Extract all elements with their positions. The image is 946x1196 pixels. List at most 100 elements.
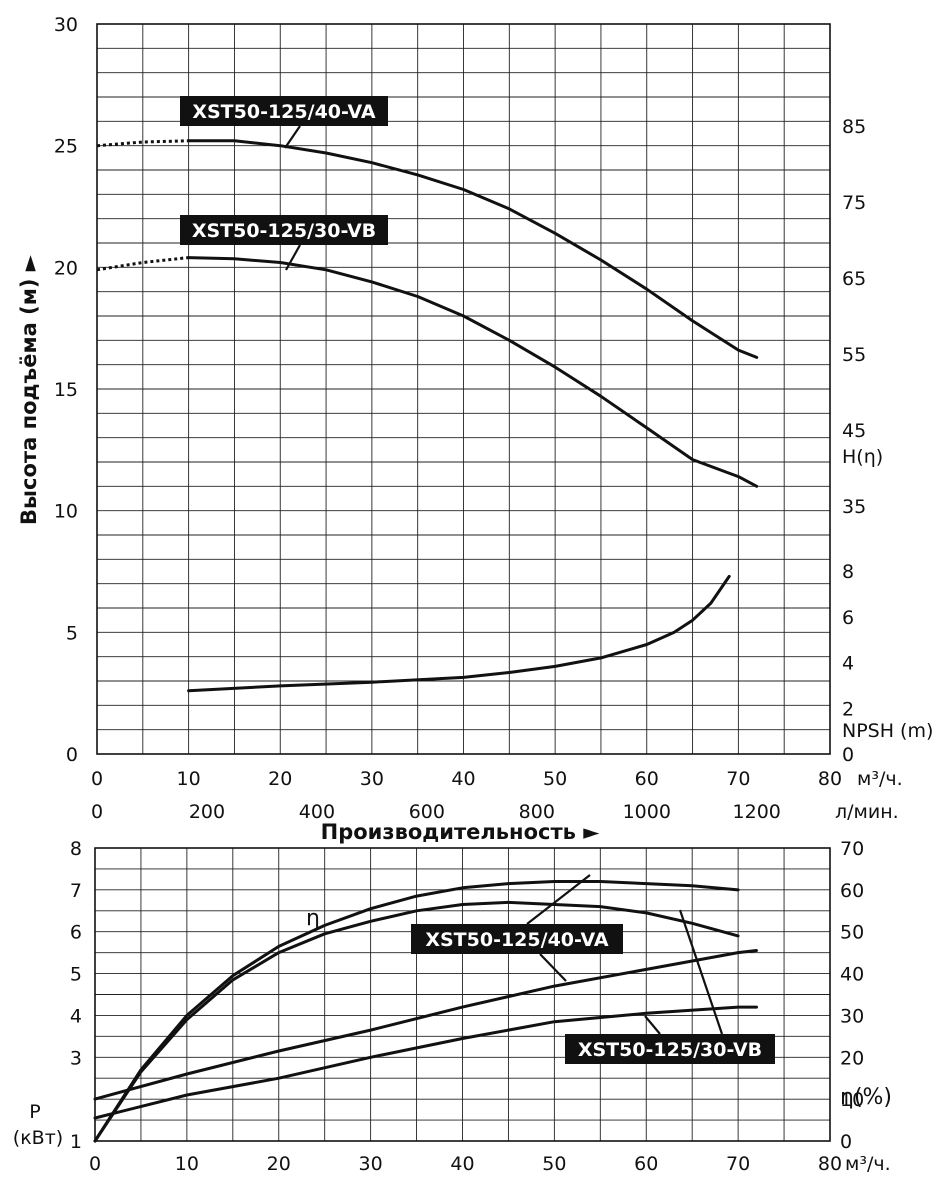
power-curve <box>93 949 758 1101</box>
right-npsh-tick-label: 0 <box>842 744 854 766</box>
power-label-p: P <box>29 1101 40 1123</box>
right-h-tick-label: 55 <box>842 344 866 366</box>
bottom-x-unit: м³/ч. <box>845 1153 891 1175</box>
x-tick-label: 50 <box>542 1153 566 1175</box>
x-tick-label: 10 <box>175 1153 199 1175</box>
top-x2-ticks: 0 200 400 600 800 1000 1200 <box>91 801 781 823</box>
top-x2-unit: л/мин. <box>835 801 899 823</box>
x2-tick-label: 1000 <box>623 801 671 823</box>
bottom-y-left-title: P (кВт) <box>13 1101 63 1149</box>
bottom-right-ticks: 0 10 20 30 40 50 60 70 <box>840 838 864 1153</box>
top-x-unit: м³/ч. <box>857 768 903 790</box>
y-tick-label: 5 <box>66 622 78 644</box>
npsh-curve <box>187 574 731 693</box>
series-label-box <box>180 215 388 245</box>
right-h-label: H(η) <box>842 446 883 468</box>
leader-line <box>539 953 567 982</box>
top-right-h-ticks: 85 75 65 55 45 35 <box>842 116 866 518</box>
eta-tick-label: 10 <box>840 1089 864 1111</box>
right-h-tick-label: 45 <box>842 420 866 442</box>
top-left-ticks: 0 5 10 15 20 25 30 <box>54 14 78 766</box>
leader-line <box>644 1015 661 1035</box>
power-tick-label: 5 <box>70 964 82 986</box>
y-tick-label: 0 <box>66 744 78 766</box>
top-x-axis-title: Производительность ► <box>321 820 601 844</box>
top-x-ticks: 0 10 20 30 40 50 60 70 80 <box>91 768 842 790</box>
power-tick-label: 6 <box>70 922 82 944</box>
head-curve <box>187 256 759 488</box>
x-tick-label: 40 <box>451 768 475 790</box>
eta-tick-label: 40 <box>840 964 864 986</box>
eta-tick-label: 50 <box>840 922 864 944</box>
y-tick-label: 20 <box>54 257 78 279</box>
top-curves: XST50-125/40-VA XST50-125/30-VB <box>96 96 759 693</box>
power-tick-label: 7 <box>70 880 82 902</box>
x-tick-label: 0 <box>91 768 103 790</box>
leader-line <box>284 125 301 149</box>
right-npsh-tick-label: 6 <box>842 607 854 629</box>
eta-tick-label: 20 <box>840 1047 864 1069</box>
eta-curve-label: η <box>306 906 320 931</box>
x-tick-label: 30 <box>359 1153 383 1175</box>
head-curve <box>187 139 759 359</box>
bottom-y-right-title: η(%) <box>840 1085 892 1110</box>
leader-line <box>285 244 301 271</box>
series-label-box <box>565 1034 775 1064</box>
series-label-30vb: XST50-125/30-VB <box>192 220 376 242</box>
y-tick-label: 15 <box>54 379 78 401</box>
right-npsh-tick-label: 2 <box>842 698 854 720</box>
power-curve <box>93 1005 758 1120</box>
series-label-box <box>180 96 388 126</box>
right-npsh-tick-label: 4 <box>842 653 854 675</box>
x-tick-label: 70 <box>726 1153 750 1175</box>
x2-tick-label: 200 <box>189 801 225 823</box>
x-tick-label: 70 <box>726 768 750 790</box>
power-tick-label: 4 <box>70 1005 82 1027</box>
eta-tick-label: 0 <box>840 1131 852 1153</box>
right-npsh-label: NPSH (m) <box>842 720 933 742</box>
right-npsh-tick-label: 8 <box>842 561 854 583</box>
bottom-curves: XST50-125/40-VA XST50-125/30-VB <box>93 874 775 1143</box>
eta-tick-label: 30 <box>840 1005 864 1027</box>
series-label-box <box>411 924 623 954</box>
eta-tick-label: 70 <box>840 838 864 860</box>
y-tick-label: 25 <box>54 136 78 158</box>
x2-tick-label: 1200 <box>733 801 781 823</box>
series-label-30vb-bottom: XST50-125/30-VB <box>578 1039 762 1061</box>
x-tick-label: 10 <box>177 768 201 790</box>
x-tick-label: 0 <box>89 1153 101 1175</box>
efficiency-curve <box>93 880 740 1143</box>
leader-line <box>526 874 591 925</box>
top-right-npsh-ticks: 8 6 4 2 0 <box>842 561 854 766</box>
x2-tick-label: 600 <box>409 801 445 823</box>
top-plot-frame <box>96 23 831 755</box>
x-tick-label: 30 <box>360 768 384 790</box>
x-tick-label: 80 <box>818 1153 842 1175</box>
right-h-tick-label: 35 <box>842 496 866 518</box>
bottom-plot-frame <box>94 847 831 1142</box>
x-tick-label: 40 <box>450 1153 474 1175</box>
right-h-tick-label: 65 <box>842 268 866 290</box>
series-label-40va-bottom: XST50-125/40-VA <box>425 929 609 951</box>
leader-line <box>678 909 724 1035</box>
bottom-x-ticks: 0 10 20 30 40 50 60 70 80 <box>89 1153 842 1175</box>
top-gridlines <box>97 24 830 754</box>
series-label-40va: XST50-125/40-VA <box>192 101 376 123</box>
x2-tick-label: 400 <box>299 801 335 823</box>
power-tick-label: 8 <box>70 838 82 860</box>
x-tick-label: 80 <box>818 768 842 790</box>
x-tick-label: 20 <box>268 768 292 790</box>
power-label-unit: (кВт) <box>13 1127 63 1149</box>
top-y-axis-title: Высота подъёма (м) ► <box>17 254 41 525</box>
power-tick-label: 1 <box>70 1131 82 1153</box>
efficiency-curve <box>93 900 740 1143</box>
x-tick-label: 50 <box>543 768 567 790</box>
right-h-tick-label: 85 <box>842 116 866 138</box>
x-tick-label: 20 <box>267 1153 291 1175</box>
x2-tick-label: 800 <box>519 801 555 823</box>
x2-tick-label: 0 <box>91 801 103 823</box>
y-tick-label: 10 <box>54 501 78 523</box>
right-h-tick-label: 75 <box>842 192 866 214</box>
x-tick-label: 60 <box>634 1153 658 1175</box>
